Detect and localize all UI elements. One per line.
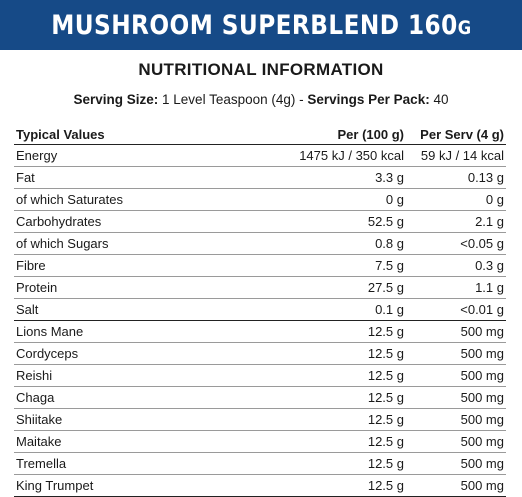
nutrition-table: Typical Values Per (100 g) Per Serv (4 g… — [14, 124, 506, 497]
nutrient-name: Reishi — [14, 364, 264, 387]
value-per-serving: 500 mg — [406, 364, 506, 387]
serving-info: Serving Size: 1 Level Teaspoon (4g) - Se… — [0, 92, 522, 107]
value-per-serving: 500 mg — [406, 452, 506, 475]
header-per-100g: Per (100 g) — [264, 124, 406, 145]
table-row: of which Sugars 0.8 g <0.05 g — [14, 232, 506, 255]
serving-size-label: Serving Size: — [73, 92, 159, 107]
value-per-serving: 59 kJ / 14 kcal — [406, 144, 506, 167]
value-per-serving: 0.3 g — [406, 254, 506, 277]
nutrient-name: Tremella — [14, 452, 264, 475]
product-banner: MUSHROOM SUPERBLEND 160G — [0, 0, 522, 50]
value-per-100g: 12.5 g — [264, 430, 406, 453]
value-per-100g: 0.8 g — [264, 232, 406, 255]
table-row: Shiitake 12.5 g 500 mg — [14, 408, 506, 431]
table-row: Reishi 12.5 g 500 mg — [14, 364, 506, 387]
header-per-serving: Per Serv (4 g) — [406, 124, 506, 145]
table-row: Protein 27.5 g 1.1 g — [14, 276, 506, 299]
value-per-serving: 0 g — [406, 188, 506, 211]
nutrient-name: of which Saturates — [14, 188, 264, 211]
nutrient-name: Carbohydrates — [14, 210, 264, 233]
nutrient-name: Energy — [14, 144, 264, 167]
nutrition-heading: NUTRITIONAL INFORMATION — [138, 60, 384, 79]
value-per-100g: 52.5 g — [264, 210, 406, 233]
table-row: Salt 0.1 g <0.01 g — [14, 298, 506, 321]
table-row: Maitake 12.5 g 500 mg — [14, 430, 506, 453]
product-title-unit: G — [457, 16, 472, 39]
value-per-serving: 500 mg — [406, 474, 506, 497]
value-per-100g: 3.3 g — [264, 166, 406, 189]
table-row: Lions Mane 12.5 g 500 mg — [14, 320, 506, 343]
servings-per-pack-value: 40 — [429, 92, 449, 107]
nutrient-name: Maitake — [14, 430, 264, 453]
value-per-100g: 27.5 g — [264, 276, 406, 299]
table-row: Cordyceps 12.5 g 500 mg — [14, 342, 506, 365]
value-per-100g: 12.5 g — [264, 342, 406, 365]
value-per-100g: 0.1 g — [264, 298, 406, 321]
table-row: Fibre 7.5 g 0.3 g — [14, 254, 506, 277]
value-per-100g: 0 g — [264, 188, 406, 211]
value-per-serving: 500 mg — [406, 430, 506, 453]
nutrient-name: Lions Mane — [14, 320, 264, 343]
value-per-serving: 500 mg — [406, 408, 506, 431]
nutrient-name: Protein — [14, 276, 264, 299]
table-header-row: Typical Values Per (100 g) Per Serv (4 g… — [14, 124, 506, 145]
value-per-100g: 12.5 g — [264, 386, 406, 409]
value-per-serving: <0.05 g — [406, 232, 506, 255]
serving-size-value: 1 Level Teaspoon (4g) - — [158, 92, 308, 107]
value-per-100g: 12.5 g — [264, 474, 406, 497]
table-row: Chaga 12.5 g 500 mg — [14, 386, 506, 409]
value-per-serving: 500 mg — [406, 320, 506, 343]
value-per-100g: 12.5 g — [264, 364, 406, 387]
value-per-100g: 1475 kJ / 350 kcal — [264, 144, 406, 167]
nutrient-name: Chaga — [14, 386, 264, 409]
value-per-serving: 500 mg — [406, 342, 506, 365]
nutrient-name: Fat — [14, 166, 264, 189]
nutrient-name: Cordyceps — [14, 342, 264, 365]
value-per-100g: 7.5 g — [264, 254, 406, 277]
table-row: Energy 1475 kJ / 350 kcal 59 kJ / 14 kcal — [14, 144, 506, 167]
value-per-serving: <0.01 g — [406, 298, 506, 321]
nutrient-name: Salt — [14, 298, 264, 321]
table-row: Fat 3.3 g 0.13 g — [14, 166, 506, 189]
value-per-serving: 0.13 g — [406, 166, 506, 189]
value-per-serving: 2.1 g — [406, 210, 506, 233]
value-per-100g: 12.5 g — [264, 320, 406, 343]
nutrient-name: Shiitake — [14, 408, 264, 431]
product-title-text: MUSHROOM SUPERBLEND 160 — [50, 9, 458, 41]
table-row: Carbohydrates 52.5 g 2.1 g — [14, 210, 506, 233]
nutrient-name: of which Sugars — [14, 232, 264, 255]
nutrient-name: Fibre — [14, 254, 264, 277]
table-row: Tremella 12.5 g 500 mg — [14, 452, 506, 475]
product-title: MUSHROOM SUPERBLEND 160G — [51, 10, 471, 41]
value-per-serving: 500 mg — [406, 386, 506, 409]
value-per-100g: 12.5 g — [264, 452, 406, 475]
value-per-100g: 12.5 g — [264, 408, 406, 431]
header-typical-values: Typical Values — [14, 124, 264, 145]
nutrient-name: King Trumpet — [14, 474, 264, 497]
servings-per-pack-label: Servings Per Pack: — [307, 92, 430, 107]
value-per-serving: 1.1 g — [406, 276, 506, 299]
table-row: King Trumpet 12.5 g 500 mg — [14, 474, 506, 497]
